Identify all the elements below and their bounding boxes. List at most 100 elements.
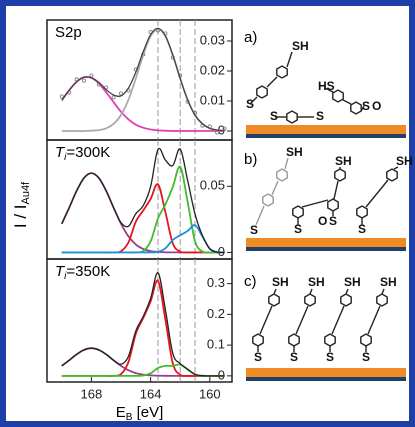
series-line: [61, 147, 225, 254]
bond: [373, 305, 381, 321]
ring: [276, 65, 288, 79]
panel-label: a): [244, 29, 257, 46]
schematic-text: S: [290, 350, 298, 364]
bond: [337, 305, 345, 321]
substrate-base: [246, 377, 406, 381]
plot-frame: [46, 258, 233, 383]
schematic-text: SH: [272, 275, 289, 289]
y-tick-label: 0.1: [207, 337, 225, 352]
annotation: Ti=350K: [55, 263, 110, 282]
ring: [340, 293, 352, 307]
annotation-rest: =350K: [66, 263, 110, 280]
data-point: [119, 91, 124, 96]
ring: [276, 168, 288, 182]
x-axis-label: EB [eV]: [116, 404, 164, 423]
y-tick-label: 0.3: [207, 275, 225, 290]
ring: [350, 101, 362, 115]
series-line: [61, 272, 225, 377]
annotation: Ti=300K: [55, 144, 110, 163]
y-label-main: I / I: [11, 205, 30, 229]
schematic-text: S: [362, 99, 370, 113]
bond: [331, 319, 339, 335]
molecules: [249, 51, 399, 352]
bond: [301, 199, 329, 208]
y-axis-label: I / IAu4f: [11, 181, 31, 228]
schematic-text: SH: [292, 39, 309, 53]
schematic-text: SH: [344, 275, 361, 289]
y-label-sub: Au4f: [20, 181, 32, 205]
ring: [262, 193, 274, 207]
schematic-text: SH: [396, 154, 413, 168]
schematic-b: b) SH S O S SH SH S S: [244, 145, 413, 251]
x-tick-label: 168: [81, 386, 103, 401]
ring: [386, 168, 398, 182]
bond: [273, 288, 277, 295]
series-line: [61, 224, 225, 254]
annotation-rest: =300K: [66, 144, 110, 161]
annotation-main: T: [55, 144, 66, 161]
bond: [271, 180, 279, 196]
bond: [266, 76, 278, 88]
schematic-a: a) SH HS S S S S O: [244, 29, 406, 138]
bond: [360, 105, 365, 112]
y-tick-label: 0.2: [207, 306, 225, 321]
y-tick-label: 0: [218, 367, 225, 382]
ring: [256, 85, 268, 99]
schematic-text: S: [316, 109, 324, 123]
data-point: [111, 95, 116, 100]
schematic-text: S: [358, 222, 366, 236]
bond: [284, 157, 289, 170]
y-tick-label: 0: [218, 244, 225, 259]
bond: [393, 166, 399, 170]
schematic-text: HS: [318, 79, 335, 93]
bond: [309, 288, 313, 295]
annotation-sub: i: [64, 271, 67, 282]
bond: [345, 288, 349, 295]
panel-label: c): [244, 273, 257, 290]
ring: [334, 168, 346, 182]
y-tick-label: 0.05: [200, 178, 225, 193]
y-tick-label: 0.03: [200, 32, 225, 47]
annotation: S2p: [55, 24, 82, 41]
x-tick-label: 164: [140, 386, 162, 401]
schematic-text: SH: [286, 145, 303, 159]
schematic-text: S: [246, 97, 254, 111]
bond: [286, 51, 293, 68]
substrate-base: [246, 134, 406, 138]
bond: [342, 99, 352, 105]
ring: [286, 110, 298, 124]
schematic-text: S: [254, 350, 262, 364]
substrate: [246, 125, 406, 134]
x-label-rest: [eV]: [132, 404, 163, 421]
schematic-text: SH: [308, 275, 325, 289]
bond: [367, 319, 375, 335]
x-tick-label: 160: [199, 386, 221, 401]
substrate-base: [246, 247, 406, 251]
panel-label: b): [244, 151, 257, 168]
schematic-text: S: [362, 350, 370, 364]
ring: [376, 293, 388, 307]
bond: [301, 305, 309, 321]
ring: [268, 293, 280, 307]
x-label-sub: B: [126, 412, 133, 423]
y-tick-label: 0.01: [200, 92, 225, 107]
y-tick-label: 0.02: [200, 62, 225, 77]
schematic-text: SH: [380, 275, 397, 289]
schematic-text: S: [326, 350, 334, 364]
bond: [249, 96, 258, 105]
bond: [265, 305, 273, 321]
annotation-main: T: [55, 263, 66, 280]
bond: [259, 319, 267, 335]
schematic-text: O: [372, 99, 381, 113]
bond: [324, 87, 334, 93]
schematic-text: S: [270, 109, 278, 123]
bond: [365, 179, 389, 208]
schematic-text: S: [250, 223, 258, 237]
schematic-text: O: [318, 214, 327, 228]
data-point: [82, 78, 87, 83]
series-line: [61, 27, 225, 132]
data-point: [59, 94, 64, 99]
substrate: [246, 368, 406, 377]
